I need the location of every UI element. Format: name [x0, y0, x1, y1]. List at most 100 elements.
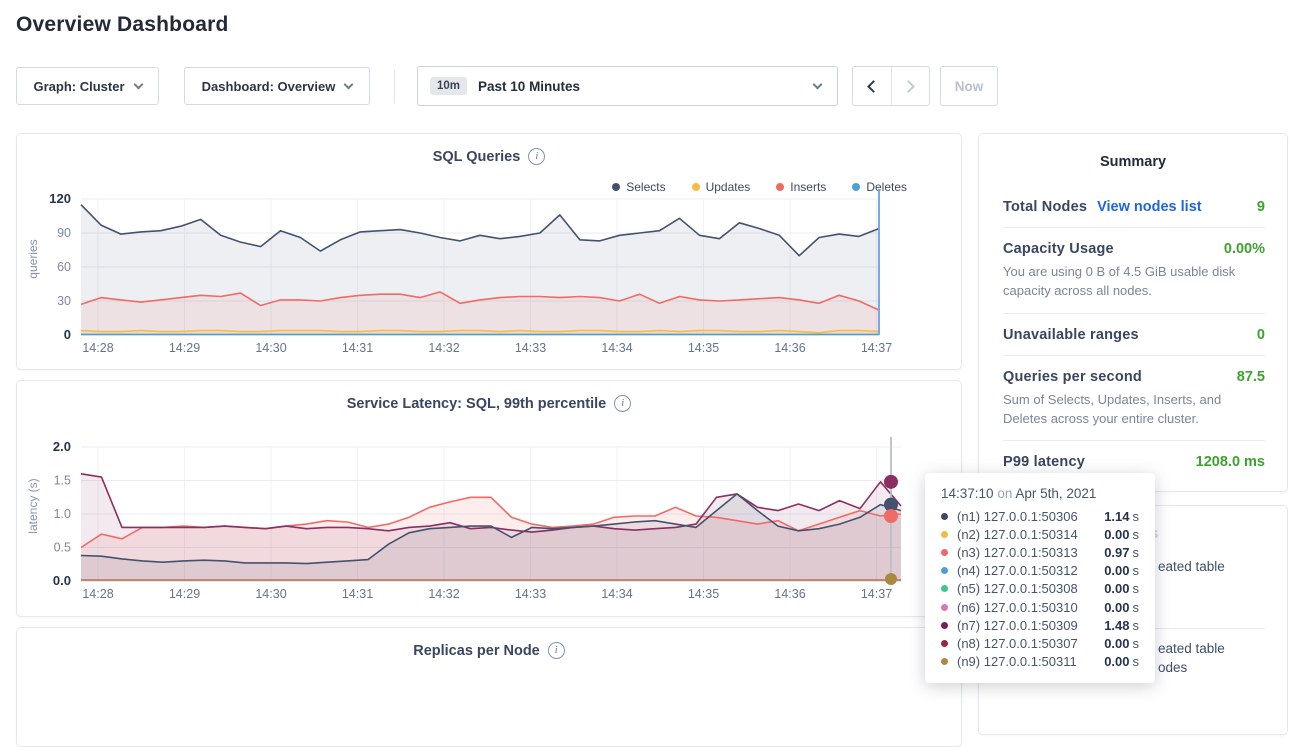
- graph-dropdown-label: Graph: Cluster: [33, 78, 125, 94]
- node-color-dot-icon: [941, 603, 948, 611]
- service-latency-chart[interactable]: 0.0 0.5 1.0 1.5 2.0 14:28 14:29 14:30 14:31 14:32…: [17, 381, 963, 618]
- graph-dropdown[interactable]: Graph: Cluster: [16, 67, 159, 105]
- svg-text:14:31: 14:31: [342, 341, 373, 355]
- legend-item-deletes[interactable]: Deletes: [852, 180, 907, 194]
- svg-text:30: 30: [57, 294, 71, 308]
- info-icon[interactable]: i: [528, 148, 546, 165]
- svg-text:0: 0: [64, 327, 71, 342]
- time-range-arrows: [852, 66, 930, 106]
- node-address: (n5) 127.0.0.1:50308: [957, 581, 1078, 597]
- summary-rows: Total Nodes View nodes list 9 Capacity Usag…: [1003, 186, 1265, 482]
- svg-text:14:32: 14:32: [428, 587, 459, 601]
- tooltip-node-row: (n1) 127.0.0.1:50306 1.14 s: [941, 507, 1139, 525]
- event-item[interactable]: eated table: [1158, 641, 1225, 656]
- legend-label: Updates: [705, 180, 751, 194]
- node-address: (n7) 127.0.0.1:50309: [957, 617, 1078, 633]
- node-latency-unit: s: [1132, 563, 1140, 579]
- node-latency-value: 0.00: [1104, 526, 1130, 542]
- legend-dot-icon: [612, 183, 621, 191]
- summary-row-label: Capacity Usage: [1003, 241, 1114, 257]
- svg-text:14:35: 14:35: [688, 587, 719, 601]
- summary-row-label: Queries per second: [1003, 368, 1142, 385]
- svg-text:90: 90: [57, 226, 71, 240]
- node-latency-unit: s: [1132, 526, 1140, 542]
- summary-row-label: Unavailable ranges: [1003, 326, 1139, 343]
- summary-row: Total Nodes View nodes list 9: [1003, 186, 1265, 228]
- dashboard-dropdown-label: Dashboard: Overview: [201, 78, 336, 94]
- summary-row: Unavailable ranges 0: [1003, 314, 1265, 356]
- chart-legend: Selects Updates Inserts Deletes: [612, 180, 907, 194]
- chart-title: SQL Queries: [432, 148, 521, 165]
- summary-row: Capacity Usage 0.00% You are using 0 B of …: [1003, 228, 1265, 314]
- svg-text:14:36: 14:36: [774, 587, 805, 601]
- info-icon[interactable]: i: [614, 395, 632, 412]
- svg-text:14:33: 14:33: [515, 587, 546, 601]
- chevron-down-icon: [133, 79, 143, 89]
- summary-row-value: 87.5: [1236, 368, 1265, 385]
- summary-row-label: P99 latency: [1003, 454, 1085, 471]
- svg-text:14:32: 14:32: [428, 341, 459, 355]
- node-latency-unit: s: [1132, 654, 1140, 670]
- summary-panel: Summary Total Nodes View nodes list 9 Capac…: [978, 133, 1288, 492]
- page-title: Overview Dashboard: [16, 13, 229, 36]
- chart-hover-tooltip: 14:37:10 on Apr 5th, 2021 (n1) 127.0.0.1…: [925, 473, 1155, 683]
- tooltip-node-row: (n3) 127.0.0.1:50313 0.97 s: [941, 543, 1139, 561]
- tooltip-node-row: (n8) 127.0.0.1:50307 0.00 s: [941, 634, 1139, 652]
- svg-text:1.0: 1.0: [54, 507, 71, 521]
- node-latency-unit: s: [1132, 599, 1140, 615]
- chevron-right-icon: [901, 79, 915, 93]
- view-nodes-list-link[interactable]: View nodes list: [1097, 199, 1202, 215]
- svg-text:14:29: 14:29: [169, 341, 200, 355]
- summary-row: P99 latency 1208.0 ms: [1003, 441, 1265, 482]
- node-address: (n8) 127.0.0.1:50307: [957, 635, 1078, 651]
- chart-title: Service Latency: SQL, 99th percentile: [346, 395, 607, 412]
- svg-text:14:37: 14:37: [861, 341, 892, 355]
- summary-row: Queries per second 87.5 Sum of Selects, Up…: [1003, 356, 1265, 442]
- time-range-selector[interactable]: 10m Past 10 Minutes: [417, 66, 838, 106]
- dashboard-dropdown[interactable]: Dashboard: Overview: [184, 67, 370, 105]
- node-color-dot-icon: [941, 585, 948, 593]
- summary-row-value: 1208.0 ms: [1195, 454, 1265, 471]
- node-latency-value: 0.00: [1104, 654, 1130, 670]
- node-latency-value: 0.00: [1104, 635, 1130, 651]
- tooltip-node-row: (n2) 127.0.0.1:50314 0.00 s: [941, 525, 1139, 543]
- node-color-dot-icon: [941, 512, 948, 520]
- svg-text:14:29: 14:29: [169, 587, 200, 601]
- event-item[interactable]: eated table: [1158, 559, 1225, 574]
- node-address: (n2) 127.0.0.1:50314: [957, 526, 1078, 542]
- node-latency-value: 0.00: [1104, 581, 1130, 597]
- node-color-dot-icon: [941, 567, 948, 575]
- node-address: (n3) 127.0.0.1:50313: [957, 544, 1078, 560]
- sql-queries-chart[interactable]: 0 30 60 90 120 14:28 14:29 14:30 14:31 14:32 14:33…: [17, 134, 963, 371]
- svg-text:14:28: 14:28: [82, 587, 113, 601]
- node-latency-value: 1.48: [1104, 617, 1130, 633]
- tooltip-timestamp: 14:37:10 on Apr 5th, 2021: [941, 486, 1097, 501]
- legend-label: Deletes: [866, 180, 907, 194]
- node-color-dot-icon: [941, 530, 948, 538]
- sql-queries-card: SQL Queries i Selects Updates Inserts Delet…: [16, 133, 962, 370]
- info-icon[interactable]: i: [547, 642, 565, 659]
- legend-item-inserts[interactable]: Inserts: [776, 180, 826, 194]
- summary-row-value: 0: [1256, 326, 1265, 343]
- svg-text:0.0: 0.0: [53, 573, 71, 588]
- chevron-down-icon: [812, 79, 823, 89]
- now-button[interactable]: Now: [940, 66, 998, 106]
- event-item[interactable]: odes: [1158, 660, 1188, 675]
- svg-text:14:28: 14:28: [82, 341, 113, 355]
- legend-dot-icon: [776, 183, 785, 191]
- node-color-dot-icon: [941, 639, 948, 647]
- svg-text:0.5: 0.5: [54, 541, 71, 555]
- node-latency-unit: s: [1132, 581, 1140, 597]
- svg-text:14:37: 14:37: [861, 587, 892, 601]
- legend-label: Inserts: [790, 180, 827, 194]
- node-address: (n6) 127.0.0.1:50310: [957, 599, 1078, 615]
- svg-text:14:36: 14:36: [774, 341, 805, 355]
- legend-item-updates[interactable]: Updates: [691, 180, 751, 194]
- legend-item-selects[interactable]: Selects: [612, 180, 666, 194]
- node-address: (n9) 127.0.0.1:50311: [957, 654, 1077, 670]
- next-range-button[interactable]: [890, 67, 930, 105]
- summary-row-description: Sum of Selects, Updates, Inserts, and De…: [1003, 391, 1222, 426]
- summary-row-value: 9: [1256, 199, 1265, 215]
- prev-range-button[interactable]: [853, 67, 891, 105]
- node-address: (n4) 127.0.0.1:50312: [957, 563, 1078, 579]
